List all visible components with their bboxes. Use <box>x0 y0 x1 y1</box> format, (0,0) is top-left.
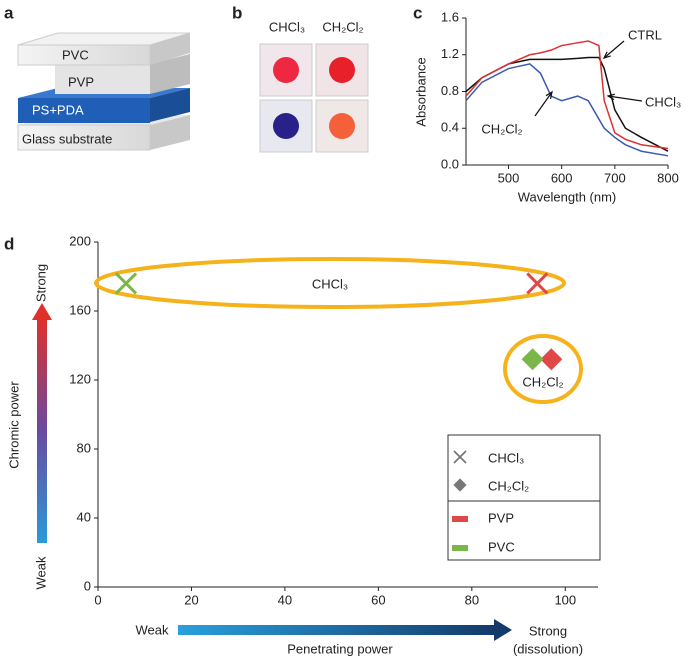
x-tick-label: 0 <box>94 592 101 607</box>
y-tick-label: 0.0 <box>441 156 459 171</box>
y-tick-label: 80 <box>77 440 91 455</box>
x-tick-label: 60 <box>371 592 385 607</box>
column-label: CH₂Cl₂ <box>322 19 363 34</box>
x-tick-label: 600 <box>551 170 573 185</box>
x-marker <box>114 272 138 295</box>
panel-label: a <box>4 3 14 22</box>
x-arrow <box>178 625 496 635</box>
spectrum-line <box>465 63 669 157</box>
annotation-arrow <box>534 91 553 117</box>
y-tick-label: 160 <box>69 302 91 317</box>
y-strong: Strong <box>33 264 48 302</box>
y-tick-label: 120 <box>69 371 91 386</box>
layer-label: Glass substrate <box>22 131 112 146</box>
x-axis-label: Penetrating power <box>287 641 393 656</box>
spectrum-line <box>465 56 669 152</box>
y-tick-label: 0.4 <box>441 120 459 135</box>
sample-photos <box>259 43 369 153</box>
axis <box>97 242 598 588</box>
y-tick-label: 1.6 <box>441 9 459 24</box>
arrow-head <box>545 90 553 99</box>
panel-label: c <box>413 3 422 22</box>
y-axis-label: Absorbance <box>413 57 428 126</box>
y-arrow <box>37 318 47 543</box>
y-tick-label: 0 <box>84 578 91 593</box>
x-tick-label: 800 <box>657 170 679 185</box>
arrow-head <box>606 93 615 101</box>
x-tick-label: 700 <box>604 170 626 185</box>
group-label: CH₂Cl₂ <box>522 374 563 389</box>
x-tick-label: 20 <box>184 592 198 607</box>
legend-swatch <box>452 545 468 551</box>
layer-label: PS+PDA <box>32 102 84 117</box>
diamond-marker <box>540 348 563 371</box>
group-ellipse <box>94 257 566 309</box>
x-tick-label: 500 <box>498 170 520 185</box>
y-tick-label: 1.2 <box>441 46 459 61</box>
diamond-marker <box>453 478 467 492</box>
x-tick-label: 100 <box>554 592 576 607</box>
group-label: CHCl₃ <box>312 276 348 291</box>
y-axis-label: Chromic power <box>6 381 21 469</box>
layer-label: PVC <box>62 47 89 62</box>
diamond-marker <box>521 348 544 371</box>
arrow-head <box>602 51 611 59</box>
x-marker <box>526 272 549 295</box>
x-strong: (dissolution) <box>513 641 583 656</box>
layer-label: PVP <box>68 74 94 89</box>
annotation-arrow <box>603 40 625 59</box>
y-tick-label: 40 <box>77 509 91 524</box>
x-tick-label: 40 <box>278 592 292 607</box>
panel-label: d <box>4 234 14 253</box>
annotation: CH₂Cl₂ <box>481 121 522 136</box>
annotation: CHCl₃ <box>645 94 681 109</box>
legend-label: CHCl₃ <box>488 450 524 465</box>
y-tick-label: 200 <box>69 233 91 248</box>
column-label: CHCl₃ <box>269 19 305 34</box>
x-strong: Strong <box>529 623 567 638</box>
y-arrow-head <box>32 303 52 320</box>
legend-label: CH₂Cl₂ <box>488 478 529 493</box>
layer-stack <box>17 32 191 151</box>
group-ellipse <box>503 334 583 404</box>
panel-label: b <box>232 3 242 22</box>
legend-swatch <box>452 516 468 522</box>
annotation-arrow <box>607 95 643 102</box>
x-axis-label: Wavelength (nm) <box>518 189 617 204</box>
y-tick-label: 0.8 <box>441 83 459 98</box>
legend-label: PVP <box>488 510 514 525</box>
annotation: CTRL <box>628 27 662 42</box>
y-weak: Weak <box>33 556 48 589</box>
legend-box <box>447 434 601 561</box>
x-arrow-head <box>494 619 512 641</box>
x-marker <box>453 450 467 464</box>
x-tick-label: 80 <box>465 592 479 607</box>
legend-label: PVC <box>488 539 515 554</box>
spectrum-line <box>465 40 669 150</box>
x-weak: Weak <box>136 622 169 637</box>
